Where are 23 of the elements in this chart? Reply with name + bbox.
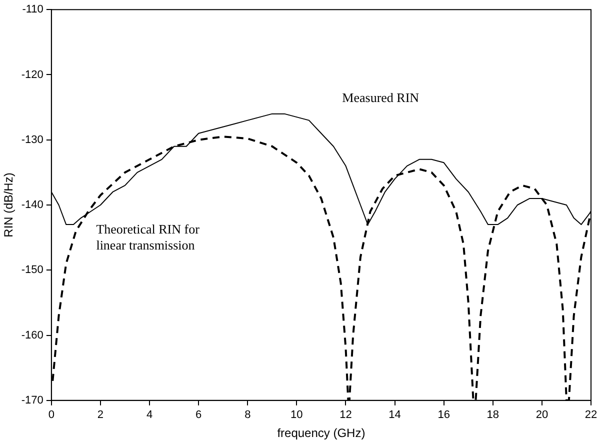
x-tick-label: 2 <box>97 409 104 422</box>
y-tick-label: -150 <box>21 264 44 276</box>
x-tick-label: 12 <box>340 409 352 422</box>
x-tick-label: 22 <box>584 409 598 422</box>
x-tick-label: 6 <box>196 409 202 422</box>
y-tick-label: -140 <box>21 199 44 212</box>
series-label: Theoretical RIN for linear transmission <box>96 222 200 253</box>
y-tick-label: -160 <box>21 329 44 342</box>
x-tick-label: 20 <box>536 409 548 422</box>
y-tick-label: -110 <box>22 4 44 16</box>
y-axis-title: RIN (dB/Hz) <box>2 172 16 238</box>
x-tick-label: 10 <box>290 409 303 422</box>
x-tick-label: 4 <box>146 409 153 422</box>
y-tick-label: -130 <box>21 134 44 146</box>
x-tick-label: 18 <box>486 409 500 422</box>
x-tick-label: 16 <box>438 409 450 422</box>
x-tick-label: 14 <box>388 409 401 422</box>
x-tick-label: 0 <box>48 409 54 422</box>
x-axis-title: frequency (GHz) <box>277 426 366 440</box>
text: Measured RIN <box>342 90 420 105</box>
x-tick-label: 8 <box>244 409 251 422</box>
y-tick-label: -170 <box>21 394 44 406</box>
y-tick-label: -120 <box>21 68 44 81</box>
